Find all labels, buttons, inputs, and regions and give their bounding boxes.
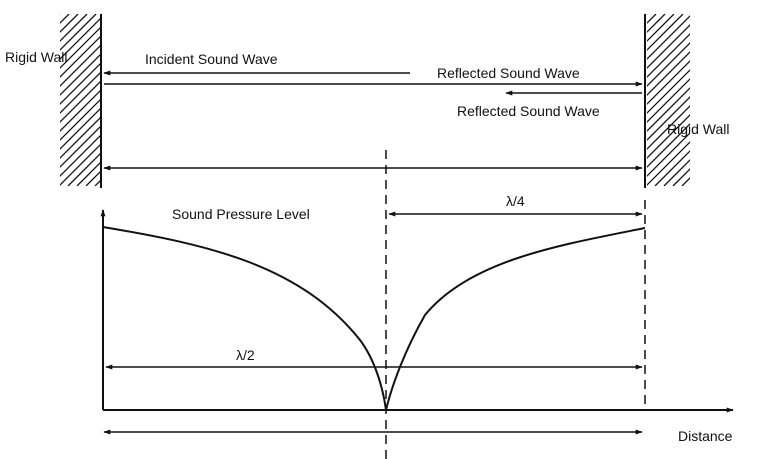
hatch-line	[691, 14, 763, 186]
hatch-line	[681, 177, 690, 186]
hatch-line	[647, 14, 666, 33]
right-wall	[644, 14, 763, 188]
reflected-wave-label-2: Reflected Sound Wave	[457, 103, 600, 119]
hatch-line	[647, 42, 690, 87]
hatch-line	[67, 153, 100, 186]
spl-curve-right	[385, 227, 646, 411]
spl-axis-label: Sound Pressure Level	[172, 206, 310, 222]
hatch-line	[60, 144, 100, 186]
hatch-line	[104, 14, 276, 186]
hatch-line	[647, 141, 690, 186]
left-wall	[60, 14, 276, 188]
hatch-line	[60, 135, 100, 177]
distance-axis-label: Distance	[678, 428, 733, 444]
hatch-line	[60, 63, 100, 105]
hatch-line	[647, 33, 690, 78]
hatch-line	[60, 117, 100, 159]
hatch-line	[647, 14, 648, 15]
quarter-wavelength-label: λ/4	[506, 193, 525, 209]
hatch-line	[60, 108, 100, 150]
hatch-line	[654, 150, 690, 186]
reflected-wave-label-1: Reflected Sound Wave	[437, 65, 580, 81]
left-wall-hatching	[60, 14, 276, 186]
hatch-line	[647, 114, 690, 159]
hatch-line	[647, 14, 675, 42]
hatch-line	[60, 126, 100, 168]
hatch-line	[647, 15, 690, 60]
rigid-wall-left-label: Rigid Wall	[5, 49, 68, 65]
hatch-line	[647, 78, 690, 123]
hatch-line	[647, 14, 684, 51]
right-wall-hatching	[647, 14, 763, 186]
hatch-line	[647, 60, 690, 105]
hatch-line	[94, 180, 100, 186]
hatch-line	[647, 96, 690, 141]
hatch-line	[647, 24, 690, 69]
incident-wave-label: Incident Sound Wave	[145, 51, 278, 67]
hatch-line	[647, 69, 690, 114]
hatch-line	[60, 81, 100, 123]
hatch-line	[647, 51, 690, 96]
hatch-line	[60, 36, 100, 78]
hatch-line	[60, 18, 100, 60]
hatch-line	[60, 14, 97, 51]
hatch-line	[647, 123, 690, 168]
hatch-line	[60, 14, 61, 15]
hatch-line	[76, 162, 100, 186]
hatch-line	[647, 87, 690, 132]
hatch-line	[647, 132, 690, 177]
half-wavelength-label: λ/2	[236, 347, 255, 363]
hatch-line	[60, 27, 100, 69]
hatch-line	[60, 14, 70, 24]
hatch-line	[60, 14, 88, 42]
hatch-line	[85, 171, 100, 186]
hatch-line	[60, 72, 100, 114]
hatch-line	[647, 14, 657, 24]
hatch-line	[60, 90, 100, 132]
spl-curve-left	[102, 226, 387, 411]
rigid-wall-right-label: Rigid Wall	[667, 121, 730, 137]
